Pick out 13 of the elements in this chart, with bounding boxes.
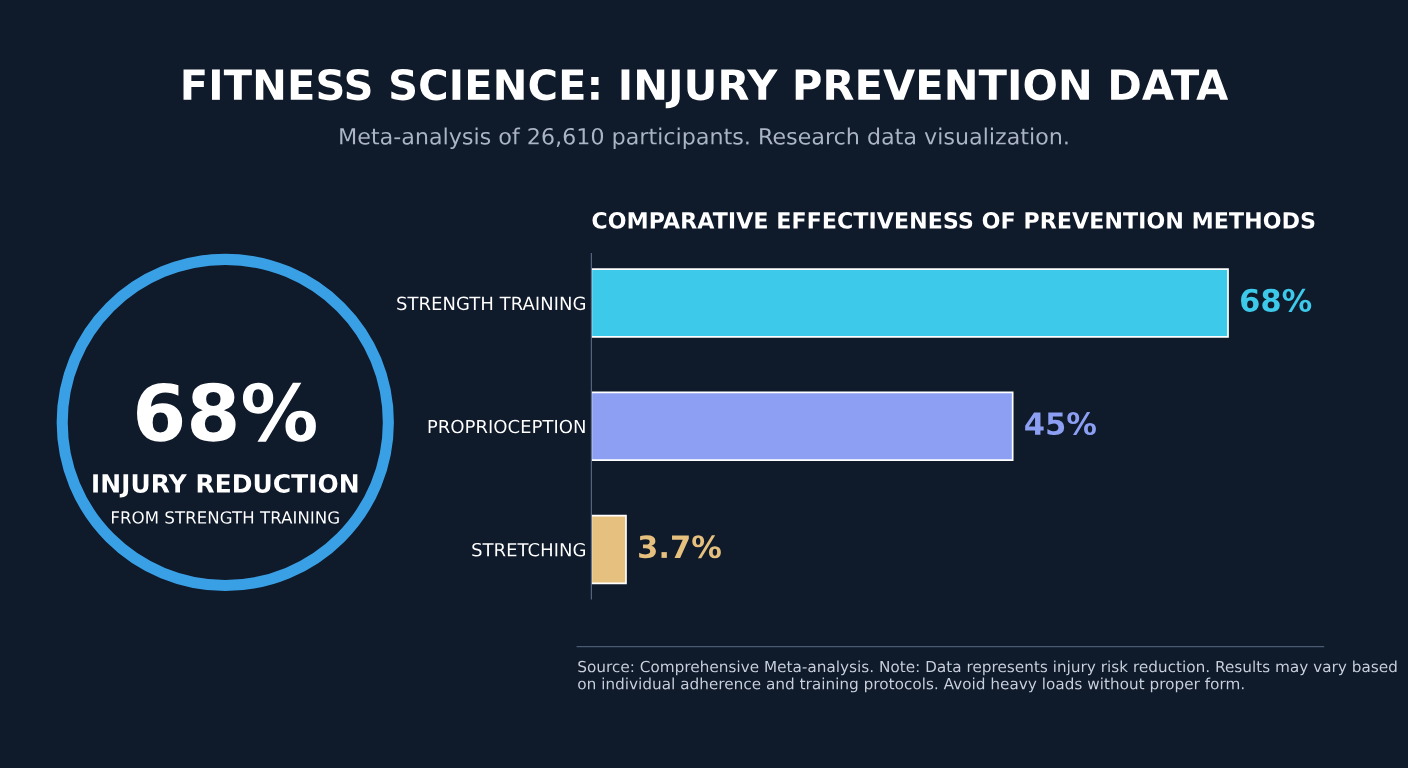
text: 68% <box>137 382 316 442</box>
text: FITNESS SCIENCE: INJURY PREVENTION DATA <box>183 68 1229 109</box>
text: Meta-analysis of 26,610 participants. Research data visualization. <box>340 127 1068 149</box>
y-tick-label: PROPRIOCEPTION <box>428 419 585 434</box>
data-label: 45% <box>1025 411 1096 436</box>
data-label: 68% <box>1241 288 1312 312</box>
text: FROM STRENGTH TRAINING <box>112 511 339 524</box>
text: INJURY REDUCTION <box>93 473 358 498</box>
data-label: 3.7% <box>639 535 721 559</box>
y-tick-label: STRENGTH TRAINING <box>397 296 586 311</box>
y-tick-label: STRETCHING <box>472 542 586 557</box>
source-note: Source: Comprehensive Meta-analysis. Note: Data represents injury risk reduction. Results may vary based on individual adherence and training protocols. Avoid heavy loads without proper form. <box>578 660 1397 693</box>
chart-title: COMPARATIVE EFFECTIVENESS OF PREVENTION METHODS <box>592 211 1315 229</box>
